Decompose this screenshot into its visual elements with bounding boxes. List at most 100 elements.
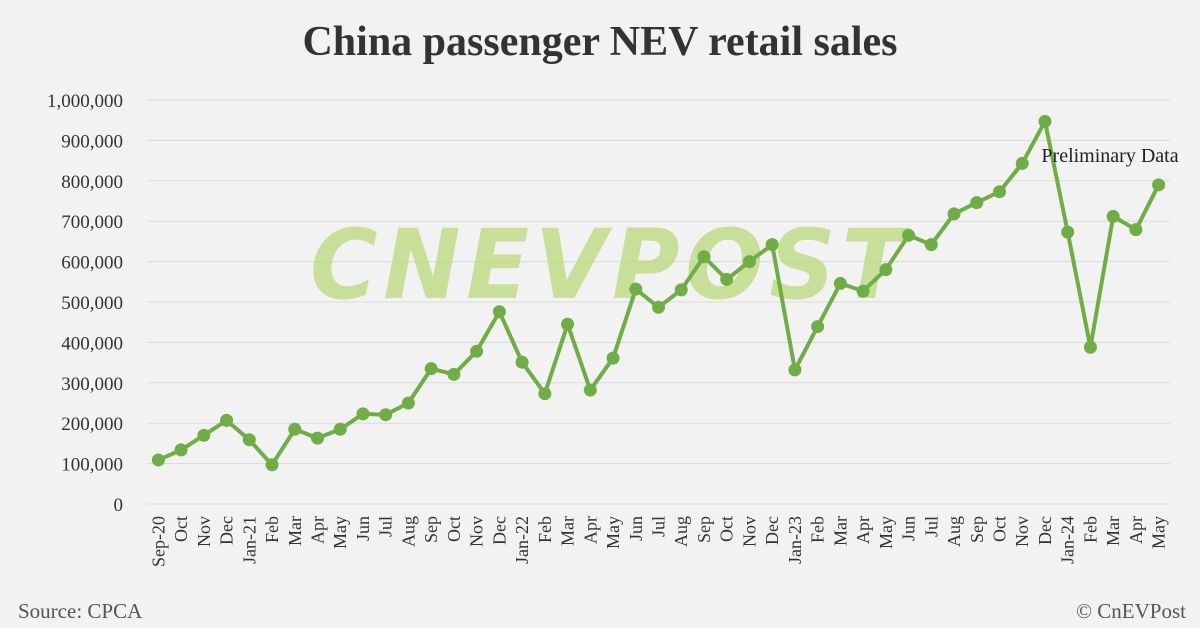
- watermark: CNEVPOST: [310, 209, 910, 321]
- x-tick-label: May: [603, 516, 623, 549]
- data-point: [833, 276, 847, 290]
- y-tick-label: 500,000: [61, 293, 123, 314]
- x-tick-label: Apr: [1126, 516, 1146, 544]
- x-tick-label: Feb: [262, 516, 282, 543]
- data-point: [220, 413, 234, 427]
- data-point: [265, 458, 279, 472]
- x-tick-label: Oct: [171, 516, 191, 542]
- x-tick-label: Sep: [694, 516, 714, 543]
- data-point: [902, 228, 916, 242]
- data-point: [811, 320, 825, 334]
- data-point: [492, 305, 506, 319]
- data-point: [1061, 225, 1075, 239]
- x-tick-label: Sep: [967, 516, 987, 543]
- x-tick-label: May: [876, 516, 896, 549]
- x-tick-label: Dec: [762, 516, 782, 545]
- y-tick-label: 100,000: [61, 455, 123, 476]
- y-tick-label: 700,000: [61, 212, 123, 233]
- data-point: [924, 238, 938, 252]
- data-point: [401, 396, 415, 410]
- x-tick-label: Jun: [353, 516, 373, 541]
- y-tick-label: 900,000: [61, 131, 123, 152]
- x-axis-ticks: Sep-20 Oct Nov Dec Jan-21 Feb Mar Apr May Jun Jul A…: [148, 516, 1168, 567]
- x-tick-label: Feb: [808, 516, 828, 543]
- x-tick-label: May: [330, 516, 350, 549]
- data-point: [538, 387, 552, 401]
- data-point: [197, 428, 211, 442]
- x-tick-label: Jul: [649, 516, 669, 537]
- x-tick-label: Jun: [626, 516, 646, 541]
- y-tick-label: 800,000: [61, 172, 123, 193]
- watermark-text: CNEVPOST: [310, 209, 910, 321]
- data-point: [606, 351, 620, 365]
- data-point: [1083, 340, 1097, 354]
- x-tick-label: Feb: [1080, 516, 1100, 543]
- data-point: [970, 196, 984, 210]
- x-tick-label: Aug: [671, 516, 691, 547]
- x-tick-label: Sep: [421, 516, 441, 543]
- y-axis-ticks: 0 100,000 200,000 300,000 400,000 500,000 600,…: [47, 91, 123, 516]
- x-tick-label: Jan-23: [785, 516, 805, 564]
- data-point: [515, 355, 529, 369]
- x-tick-label: Apr: [580, 516, 600, 544]
- data-point: [1015, 156, 1029, 170]
- chart-title: China passenger NEV retail sales: [302, 19, 897, 65]
- x-tick-label: Aug: [398, 516, 418, 547]
- x-tick-label: Nov: [194, 516, 214, 547]
- x-tick-label: Nov: [1012, 516, 1032, 547]
- y-tick-label: 1,000,000: [47, 91, 123, 112]
- data-point: [1129, 223, 1143, 237]
- data-point: [1106, 209, 1120, 223]
- data-point: [356, 407, 370, 421]
- data-point: [583, 383, 597, 397]
- x-tick-label: Jan-24: [1058, 516, 1078, 564]
- x-tick-label: Jan-22: [512, 516, 532, 564]
- y-tick-label: 400,000: [61, 333, 123, 354]
- data-point: [993, 185, 1006, 199]
- x-tick-label: Mar: [830, 516, 850, 546]
- x-tick-label: Mar: [558, 516, 578, 546]
- x-tick-label: Jul: [921, 516, 941, 537]
- x-tick-label: Oct: [990, 516, 1010, 542]
- x-tick-label: May: [1149, 516, 1169, 549]
- data-point: [379, 408, 393, 422]
- data-point: [856, 284, 870, 298]
- x-tick-label: Aug: [944, 516, 964, 547]
- x-tick-label: Oct: [717, 516, 737, 542]
- preliminary-data-annotation: Preliminary Data: [1041, 145, 1178, 167]
- data-point: [720, 272, 734, 286]
- x-tick-label: Nov: [467, 516, 487, 547]
- source-note: Source: CPCA: [18, 599, 143, 623]
- x-tick-label: Mar: [285, 516, 305, 546]
- x-tick-label: Feb: [535, 516, 555, 543]
- x-tick-label: Jun: [899, 516, 919, 541]
- x-tick-label: Jan-21: [239, 516, 259, 564]
- data-point: [424, 362, 438, 376]
- data-point: [311, 431, 324, 445]
- data-point: [879, 263, 893, 277]
- x-tick-label: Dec: [217, 516, 237, 545]
- data-point: [470, 344, 484, 358]
- data-point: [1152, 178, 1166, 192]
- data-point: [333, 422, 347, 436]
- y-tick-label: 200,000: [61, 414, 123, 435]
- data-point: [788, 363, 802, 377]
- x-tick-label: Apr: [853, 516, 873, 544]
- data-point: [947, 207, 961, 221]
- series-layer: [151, 114, 1166, 472]
- data-point: [561, 317, 575, 331]
- copyright-note: © CnEVPost: [1076, 599, 1186, 623]
- y-tick-label: 300,000: [61, 374, 123, 395]
- data-point: [288, 422, 302, 436]
- y-tick-label: 0: [114, 495, 124, 516]
- y-tick-label: 600,000: [61, 253, 123, 274]
- x-tick-label: Apr: [308, 516, 328, 544]
- x-tick-label: Oct: [444, 516, 464, 542]
- data-point: [629, 282, 643, 296]
- data-point: [674, 283, 688, 297]
- x-tick-label: Mar: [1103, 516, 1123, 546]
- data-point: [174, 443, 188, 457]
- data-point: [1038, 114, 1052, 128]
- data-point: [652, 300, 665, 314]
